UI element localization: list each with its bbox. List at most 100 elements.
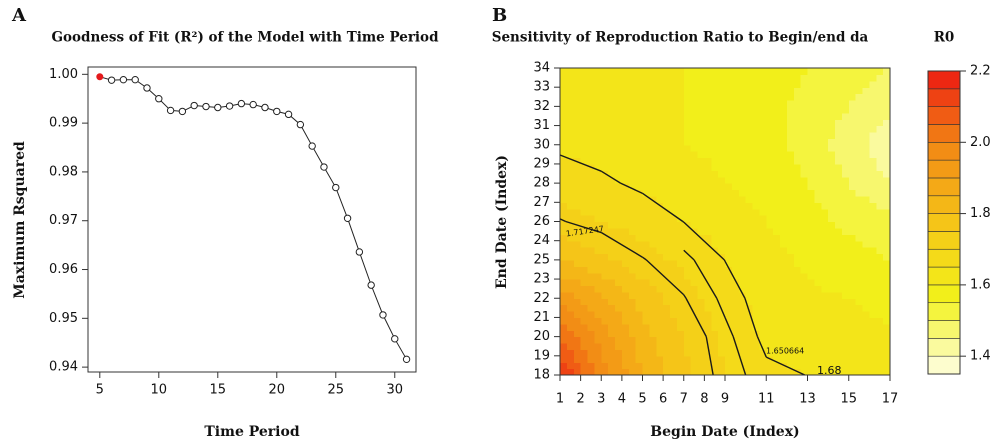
contour-cell: [656, 183, 664, 191]
contour-cell: [841, 74, 850, 82]
contour-cell: [635, 183, 644, 191]
contour-cell: [766, 323, 774, 331]
contour-cell: [814, 317, 822, 325]
contour-cell: [807, 99, 815, 107]
contour-cell: [601, 208, 609, 216]
contour-cell: [793, 163, 802, 171]
contour-cell: [711, 163, 719, 171]
contour-cell: [780, 253, 788, 261]
contour-cell: [594, 176, 602, 184]
contour-cell: [690, 74, 699, 82]
contour-cell: [704, 112, 712, 120]
contour-cell: [683, 291, 692, 299]
contour-cell: [821, 355, 829, 363]
y-tick-label: 27: [533, 195, 550, 210]
contour-cell: [683, 157, 692, 165]
contour-cell: [793, 298, 802, 306]
contour-cell: [560, 99, 568, 107]
contour-cell: [566, 272, 575, 280]
contour-cell: [848, 215, 857, 223]
contour-cell: [731, 119, 740, 127]
contour-cell: [883, 349, 891, 357]
contour-cell: [642, 349, 650, 357]
contour-cell: [821, 343, 829, 351]
contour-cell: [566, 317, 575, 325]
contour-cell: [560, 285, 568, 293]
contour-cell: [883, 80, 891, 88]
contour-cell: [731, 176, 740, 184]
y-tick-label: 24: [533, 233, 550, 248]
contour-cell: [566, 221, 575, 229]
contour-cell: [876, 144, 884, 152]
contour-cell: [594, 157, 602, 165]
contour-cell: [628, 362, 637, 370]
contour-cell: [814, 349, 822, 357]
contour-cell: [869, 74, 877, 82]
colorbar-band: [927, 106, 961, 125]
contour-cell: [800, 189, 809, 197]
contour-cell: [738, 93, 747, 101]
contour-cell: [560, 349, 568, 357]
contour-cell: [766, 330, 774, 338]
contour-cell: [560, 343, 568, 351]
contour-cell: [642, 368, 650, 376]
contour-cell: [587, 247, 595, 255]
contour-cell: [731, 157, 740, 165]
contour-cell: [835, 285, 843, 293]
contour-cell: [862, 176, 870, 184]
contour-cell: [580, 202, 589, 210]
contour-cell: [869, 189, 877, 197]
contour-cell: [828, 355, 836, 363]
contour-cell: [649, 336, 657, 344]
contour-cell: [580, 215, 589, 223]
contour-cell: [876, 349, 884, 357]
contour-cell: [560, 215, 568, 223]
contour-cell: [621, 259, 630, 267]
contour-cell: [814, 93, 822, 101]
y-tick-label: 0.95: [49, 311, 78, 326]
contour-cell: [821, 323, 829, 331]
contour-cell: [573, 349, 582, 357]
contour-cell: [628, 355, 637, 363]
contour-cell: [566, 176, 575, 184]
contour-cell: [642, 355, 650, 363]
contour-cell: [745, 74, 754, 82]
contour-cell: [725, 304, 733, 312]
contour-cell: [621, 349, 630, 357]
contour-cell: [773, 343, 781, 351]
contour-cell: [793, 311, 802, 319]
contour-cell: [615, 343, 623, 351]
contour-cell: [566, 247, 575, 255]
contour-cell: [711, 336, 719, 344]
contour-cell: [780, 259, 788, 267]
contour-cell: [690, 151, 699, 159]
contour-cell: [731, 202, 740, 210]
contour-cell: [697, 215, 705, 223]
contour-cell: [759, 272, 767, 280]
contour-cell: [855, 157, 864, 165]
contour-cell: [663, 259, 671, 267]
colorbar-tick-label: 1.8: [970, 206, 991, 221]
contour-cell: [601, 234, 609, 242]
contour-cell: [786, 106, 795, 114]
contour-cell: [704, 183, 712, 191]
contour-cell: [663, 163, 671, 171]
contour-cell: [711, 279, 719, 287]
contour-cell: [800, 163, 809, 171]
contour-cell: [786, 170, 795, 178]
contour-cell: [855, 234, 864, 242]
contour-cell: [862, 189, 870, 197]
contour-cell: [869, 144, 877, 152]
contour-cell: [587, 202, 595, 210]
contour-cell: [642, 285, 650, 293]
contour-cell: [807, 131, 815, 139]
contour-cell: [608, 259, 616, 267]
contour-cell: [876, 311, 884, 319]
contour-cell: [676, 215, 685, 223]
contour-cell: [848, 144, 857, 152]
contour-cell: [642, 272, 650, 280]
contour-cell: [821, 368, 829, 376]
contour-cell: [670, 362, 678, 370]
contour-cell: [656, 291, 664, 299]
contour-cell: [800, 138, 809, 146]
